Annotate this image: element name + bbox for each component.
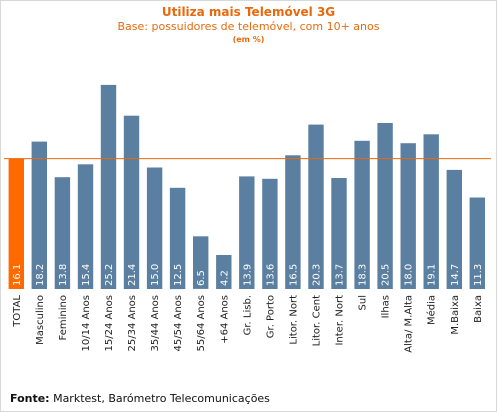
value-label-litor-nort: 16.5 [288, 264, 299, 286]
category-label-litor-cent: Litor. Cent [312, 295, 323, 346]
category-label-ilhas: Ilhas [381, 295, 392, 318]
value-label-45-54-anos: 12.5 [173, 264, 184, 286]
value-label-m-baixa: 14.7 [450, 264, 461, 286]
source-label: Fonte: [10, 392, 50, 405]
category-label-masculino: Masculino [35, 295, 46, 345]
bar-baixa [469, 197, 485, 289]
bar-gr-porto [262, 178, 278, 289]
value-label-64-anos: 4.2 [219, 270, 230, 286]
value-label-25-34-anos: 21.4 [127, 264, 138, 286]
bar-m-dia [423, 134, 439, 289]
category-label-25-34-anos: 25/34 Anos [127, 295, 138, 352]
value-label-baixa: 11.3 [473, 264, 484, 286]
value-label-litor-cent: 20.3 [312, 264, 323, 286]
value-label-15-24-anos: 25.2 [104, 264, 115, 286]
category-label-gr-porto: Gr. Porto [265, 295, 276, 338]
value-label-35-44-anos: 15.0 [150, 264, 161, 286]
bar-55-64-anos [193, 236, 209, 289]
value-label-m-dia: 19.1 [427, 264, 438, 286]
category-label-baixa: Baixa [473, 295, 484, 323]
category-label-m-baixa: M.Baixa [450, 295, 461, 335]
category-label-55-64-anos: 55/64 Anos [196, 295, 207, 352]
bar-15-24-anos [100, 84, 117, 290]
category-label-litor-nort: Litor. Nort [288, 295, 299, 345]
bar-35-44-anos [146, 167, 163, 289]
bar-alta-m-alta [400, 143, 416, 289]
bar-ilhas [377, 123, 393, 289]
source-text: Marktest, Barómetro Telecomunicações [49, 392, 270, 405]
bar-25-34-anos [123, 115, 140, 289]
bar-inter-nort [331, 178, 347, 289]
source-note: Fonte: Marktest, Barómetro Telecomunicaç… [10, 392, 270, 405]
bar-64-anos [216, 255, 232, 289]
value-label-alta-m-alta: 18.0 [404, 264, 415, 286]
bar-m-baixa [446, 169, 462, 289]
value-label-total: 16.1 [12, 264, 23, 286]
bar-gr-lisb [239, 176, 255, 289]
bar-litor-nort [285, 155, 301, 289]
category-label-sul: Sul [358, 295, 369, 310]
category-label-35-44-anos: 35/44 Anos [150, 295, 161, 352]
value-label-sul: 18.3 [358, 264, 369, 286]
category-label-feminino: Feminino [58, 295, 69, 340]
value-label-masculino: 18.2 [35, 264, 46, 286]
bar-total [8, 158, 24, 289]
chart-unit-note: (em %) [232, 35, 265, 44]
category-label-15-24-anos: 15/24 Anos [104, 295, 115, 352]
bar-masculino [31, 141, 47, 289]
value-label-55-64-anos: 6.5 [196, 270, 207, 286]
bar-feminino [54, 177, 71, 289]
category-label-45-54-anos: 45/54 Anos [173, 295, 184, 352]
category-label-m-dia: Média [426, 295, 438, 325]
bar-45-54-anos [169, 187, 186, 290]
category-label-gr-lisb: Gr. Lisb. [242, 295, 253, 335]
value-label-feminino: 13.8 [58, 264, 69, 286]
category-label-64-anos: +64 Anos [219, 295, 230, 344]
value-label-10-14-anos: 15.4 [81, 264, 92, 286]
value-label-inter-nort: 13.7 [335, 264, 346, 286]
chart-title: Utiliza mais Telemóvel 3G [161, 5, 336, 19]
value-label-ilhas: 20.5 [381, 264, 392, 286]
chart-subtitle: Base: possuidores de telemóvel, com 10+ … [117, 20, 380, 33]
category-label-total: TOTAL [12, 295, 23, 328]
bar-litor-cent [308, 124, 324, 289]
category-label-alta-m-alta: Alta/ M.Alta [404, 295, 415, 353]
bar-10-14-anos [77, 164, 94, 289]
category-label-inter-nort: Inter. Nort [335, 295, 346, 346]
value-label-gr-porto: 13.6 [265, 264, 276, 286]
bar-sul [354, 140, 370, 289]
category-label-10-14-anos: 10/14 Anos [81, 295, 92, 352]
value-label-gr-lisb: 13.9 [242, 264, 253, 286]
